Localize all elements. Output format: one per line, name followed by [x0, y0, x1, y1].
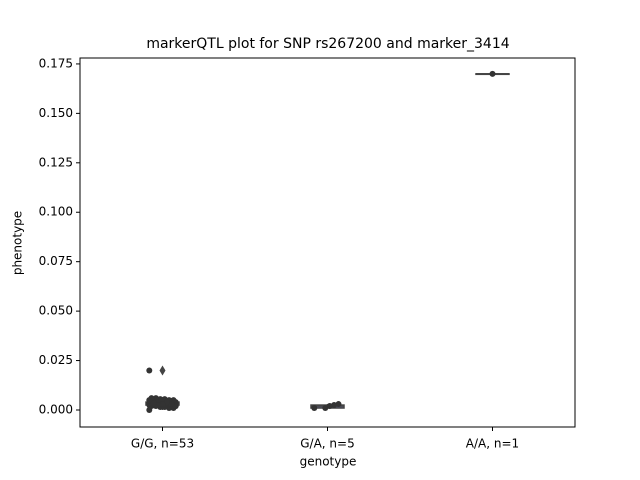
point	[489, 70, 496, 77]
point	[152, 395, 159, 402]
plot-frame	[79, 57, 576, 428]
x-axis-label: genotype	[300, 455, 357, 469]
y-tick-label: 0.050	[39, 304, 73, 318]
y-tick-label: 0.175	[39, 56, 73, 70]
y-axis-label: phenotype	[11, 211, 25, 275]
y-tick-label: 0.000	[39, 402, 73, 416]
point	[322, 405, 329, 412]
y-tick-label: 0.025	[39, 353, 73, 367]
y-tick-label: 0.125	[39, 155, 73, 169]
point	[148, 395, 155, 402]
x-tick-label: G/A, n=5	[300, 437, 354, 451]
x-tick-label: G/G, n=53	[131, 437, 194, 451]
point	[311, 405, 318, 412]
chart-title: markerQTL plot for SNP rs267200 and mark…	[146, 36, 509, 52]
y-tick-label: 0.150	[39, 106, 73, 120]
point	[146, 367, 153, 374]
x-tick-label: A/A, n=1	[466, 437, 519, 451]
outlier	[159, 365, 166, 376]
y-tick-label: 0.100	[39, 205, 73, 219]
y-tick-label: 0.075	[39, 254, 73, 268]
point	[150, 400, 157, 407]
